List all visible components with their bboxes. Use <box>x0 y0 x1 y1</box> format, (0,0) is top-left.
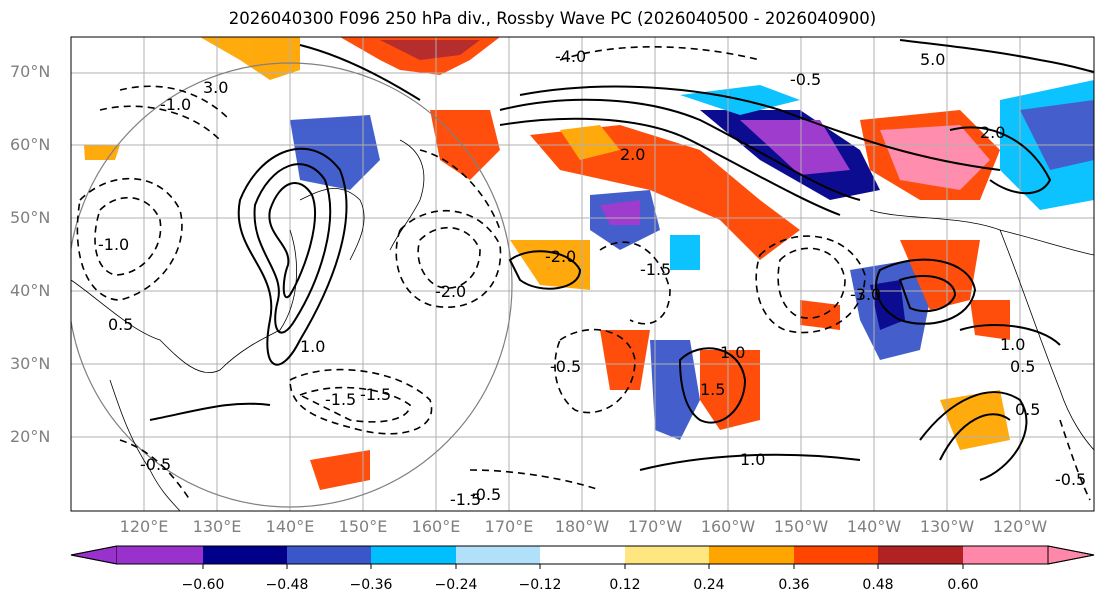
colorbar-tick-label: −0.60 <box>181 577 225 593</box>
contour-label: -0.5 <box>790 70 821 89</box>
chart-title: 2026040300 F096 250 hPa div., Rossby Wav… <box>228 9 877 28</box>
contour-label: 1.0 <box>720 343 745 362</box>
colorbar-outline <box>70 545 1095 565</box>
contour-label: 0.5 <box>108 315 133 334</box>
contour-label: 5.0 <box>920 50 945 69</box>
positive-contours <box>149 39 1094 481</box>
colorbar-segment <box>117 546 203 564</box>
colorbar-tick-label: −0.48 <box>265 577 309 593</box>
lon-label: 140°W <box>846 517 902 536</box>
reference-circle <box>71 62 513 508</box>
colorbar-tick-label: 0.48 <box>862 577 894 593</box>
lon-label: 170°W <box>627 517 683 536</box>
contour-label: -0.5 <box>1055 470 1086 489</box>
lon-label: 140°E <box>265 517 315 536</box>
lat-label-50n: 50°N <box>10 208 51 227</box>
colorbar-segment <box>625 546 709 564</box>
lon-label: 120°E <box>119 517 169 536</box>
colorbar-low-extension <box>70 545 118 565</box>
colorbar-tick-label: 0.24 <box>693 577 725 593</box>
colorbar-tick-label: −0.12 <box>518 577 562 593</box>
colorbar-segment <box>878 546 963 564</box>
colorbar-tick-label: 0.12 <box>609 577 641 593</box>
contour-label: -3.0 <box>850 285 881 304</box>
colorbar-segment <box>371 546 456 564</box>
contour-label: 1.0 <box>1000 335 1025 354</box>
lat-label-20n: 20°N <box>10 427 51 446</box>
contour-label: -1.5 <box>450 490 481 509</box>
lat-label-30n: 30°N <box>10 354 51 373</box>
colorbar-segment <box>456 546 540 564</box>
colorbar-segment <box>540 546 625 564</box>
contour-label: 3.0 <box>203 78 228 97</box>
contour-label: -0.5 <box>140 455 171 474</box>
contour-label: 2.0 <box>620 145 645 164</box>
contour-label: 2.0 <box>980 123 1005 142</box>
lon-label: 130°W <box>919 517 975 536</box>
colorbar-segment <box>794 546 878 564</box>
colorbar <box>70 545 1095 569</box>
lon-label: 180°W <box>554 517 610 536</box>
lat-label-70n: 70°N <box>10 62 51 81</box>
lon-label: 120°W <box>992 517 1048 536</box>
gridlines <box>71 37 1094 511</box>
lon-label: 160°W <box>700 517 756 536</box>
contour-label: 1.5 <box>700 380 725 399</box>
colorbar-tick-label: 0.60 <box>947 577 979 593</box>
contour-label: -1.5 <box>640 260 671 279</box>
lon-label: 150°E <box>338 517 388 536</box>
contour-label: -1.5 <box>360 385 391 404</box>
colorbar-tick-label: −0.36 <box>349 577 393 593</box>
lon-label: 130°E <box>192 517 242 536</box>
colorbar-segment <box>709 546 794 564</box>
contour-label: -1.0 <box>98 235 129 254</box>
colorbar-tick-label: −0.24 <box>434 577 478 593</box>
colorbar-segment <box>203 546 287 564</box>
negative-contours <box>76 46 1091 501</box>
lon-label: 170°E <box>484 517 534 536</box>
colorbar-segment <box>287 546 371 564</box>
contour-label: -2.0 <box>435 282 466 301</box>
contour-label: 1.0 <box>300 337 325 356</box>
contour-label: -2.0 <box>545 247 576 266</box>
lat-label-60n: 60°N <box>10 135 51 154</box>
contour-label: -1.0 <box>160 95 191 114</box>
lat-label-40n: 40°N <box>10 281 51 300</box>
lon-label: 150°W <box>773 517 829 536</box>
contour-label: -0.5 <box>470 485 501 504</box>
map-frame <box>70 36 1095 512</box>
colorbar-segment <box>963 546 1048 564</box>
contour-label: 0.5 <box>1015 400 1040 419</box>
colorbar-tick-label: 0.36 <box>778 577 810 593</box>
contour-label: -1.5 <box>325 390 356 409</box>
contour-label: 1.0 <box>740 450 765 469</box>
contour-label: 0.5 <box>1010 357 1035 376</box>
colorbar-high-extension <box>1047 545 1095 565</box>
coastlines <box>71 139 1094 511</box>
contour-label: -0.5 <box>550 357 581 376</box>
lon-label: 160°E <box>411 517 461 536</box>
contour-label: -4.0 <box>555 47 586 66</box>
